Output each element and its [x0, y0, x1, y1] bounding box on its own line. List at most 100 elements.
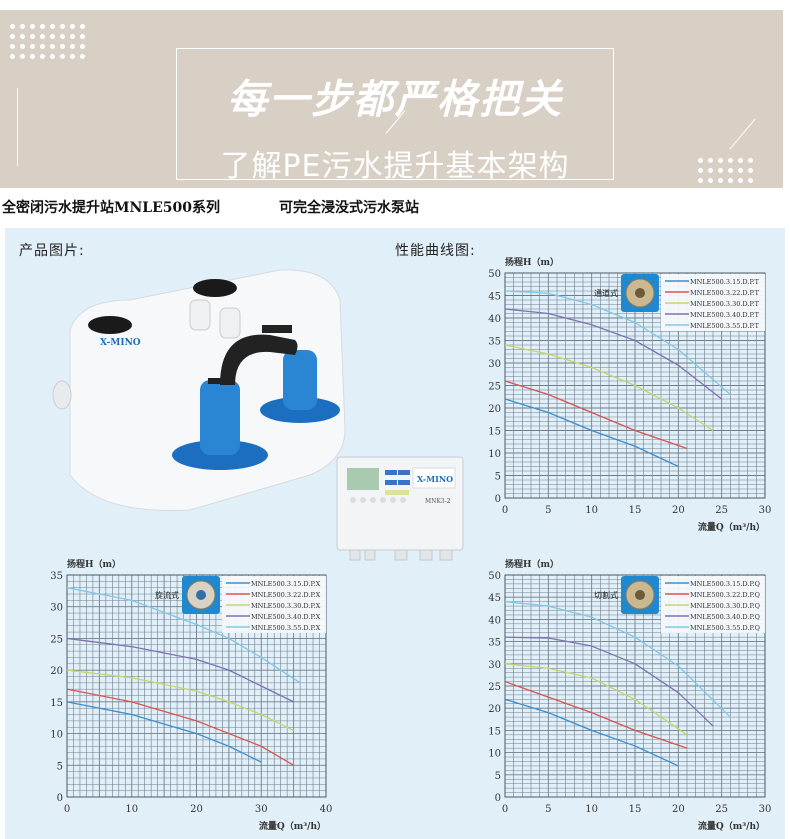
y-tick-label: 5: [495, 472, 501, 483]
dot: [20, 34, 25, 39]
dot: [748, 158, 753, 163]
x-tick-label: 10: [585, 505, 598, 516]
dot: [60, 54, 65, 59]
banner: 每一步都严格把关 了解PE污水提升基本架构: [0, 10, 783, 188]
impeller-type-label: 通道式: [594, 288, 618, 298]
y-tick-label: 15: [50, 698, 63, 709]
x-tick-label: 15: [629, 804, 642, 815]
product-image-label: 产品图片:: [19, 243, 85, 259]
dot: [40, 24, 45, 29]
x-tick-label: 0: [502, 804, 508, 815]
legend-label: MNLE500.3.22.D.P.X: [251, 591, 321, 599]
banner-subtitle: 了解PE污水提升基本架构: [220, 149, 570, 184]
dot: [50, 34, 55, 39]
series-line-MNLE500.3.22.D.P.X: [66, 688, 294, 766]
dot: [728, 168, 733, 173]
controller-model: MNK3-2: [425, 498, 451, 505]
legend-label: MNLE500.3.22.D.P.T: [690, 289, 760, 297]
series-line-MNLE500.3.15.D.P.X: [66, 701, 262, 763]
dot: [80, 24, 85, 29]
dot: [50, 44, 55, 49]
series-line-MNLE500.3.15.D.P.Q: [504, 698, 679, 767]
x-tick-label: 40: [320, 804, 333, 815]
dot: [10, 54, 15, 59]
y-axis-label: 扬程H（m）: [505, 558, 559, 570]
y-tick-label: 20: [50, 666, 63, 677]
series-line-MNLE500.3.40.D.P.X: [66, 637, 294, 703]
x-tick-label: 10: [125, 804, 138, 815]
impeller-hub: [196, 590, 206, 600]
dot: [728, 178, 733, 183]
series-line-MNLE500.3.55.D.P.X: [66, 587, 301, 684]
y-tick-label: 35: [488, 638, 501, 649]
decorative-slash: [729, 118, 756, 150]
legend-label: MNLE500.3.40.D.P.Q: [690, 613, 760, 621]
dot-pattern-bottom-right: [698, 158, 753, 183]
y-axis-label: 扬程H（m）: [505, 256, 559, 268]
performance-chart-cutter: 0 5 10 15 20 25 30 0 5 10 15 20 25 30 35 40 45 50 扬程H（m） 流量…: [488, 558, 772, 832]
dot: [30, 34, 35, 39]
dot: [70, 44, 75, 49]
dot: [50, 24, 55, 29]
series-line-MNLE500.3.15.D.P.T: [504, 398, 679, 468]
legend: MNLE500.3.15.D.P.X MNLE500.3.22.D.P.X MNLE…: [222, 576, 326, 633]
plot-frame: [504, 272, 766, 499]
y-tick-label: 0: [57, 793, 63, 804]
dot: [698, 168, 703, 173]
dot: [718, 158, 723, 163]
x-tick-label: 30: [255, 804, 268, 815]
dot: [10, 34, 15, 39]
y-tick-label: 30: [488, 660, 501, 671]
x-tick-label: 5: [545, 804, 551, 815]
banner-title: 每一步都严格把关: [227, 77, 563, 123]
dot: [30, 44, 35, 49]
dot: [50, 54, 55, 59]
y-tick-label: 25: [488, 682, 501, 693]
y-tick-label: 10: [50, 730, 63, 741]
x-tick-label: 25: [715, 804, 728, 815]
control-box: X-MINO MNK3-2: [336, 456, 464, 561]
x-tick-label: 30: [759, 804, 772, 815]
y-tick-label: 15: [488, 427, 501, 438]
dot: [70, 34, 75, 39]
dot: [708, 158, 713, 163]
decorative-line: [17, 88, 18, 166]
dot: [738, 158, 743, 163]
y-tick-label: 45: [488, 593, 501, 604]
legend-label: MNLE500.3.15.D.P.T: [690, 278, 760, 286]
dot: [698, 178, 703, 183]
dot: [708, 168, 713, 173]
y-tick-label: 30: [50, 603, 63, 614]
banner-frame: 每一步都严格把关 了解PE污水提升基本架构: [176, 48, 614, 184]
dot: [80, 44, 85, 49]
dot: [20, 54, 25, 59]
dot: [718, 168, 723, 173]
x-tick-label: 0: [502, 505, 508, 516]
y-tick-label: 45: [488, 292, 501, 303]
legend-label: MNLE500.3.55.D.P.T: [690, 322, 760, 330]
dot: [80, 54, 85, 59]
x-tick-label: 25: [715, 505, 728, 516]
y-tick-label: 10: [488, 449, 501, 460]
y-tick-label: 50: [488, 571, 501, 582]
dot: [80, 34, 85, 39]
legend: MNLE500.3.15.D.P.Q MNLE500.3.22.D.P.Q MNLE…: [661, 576, 765, 633]
legend-label: MNLE500.3.30.D.P.T: [690, 300, 760, 308]
x-axis-label: 流量Q（m³/h）: [259, 820, 326, 832]
dot: [698, 158, 703, 163]
performance-chart-channel: 0 5 10 15 20 25 30 0 5 10 15 20 25 30 35 40 45 50 扬程H（m） 流量…: [488, 256, 771, 533]
plot-frame: [66, 574, 327, 798]
x-tick-label: 0: [64, 804, 70, 815]
y-tick-label: 25: [488, 382, 501, 393]
x-tick-label: 20: [190, 804, 203, 815]
legend-label: MNLE500.3.30.D.P.X: [251, 602, 321, 610]
impeller-type-label: 旋流式: [155, 590, 179, 600]
y-tick-label: 0: [495, 494, 501, 505]
dot: [30, 24, 35, 29]
series-line-MNLE500.3.22.D.P.T: [504, 380, 688, 450]
y-tick-label: 30: [488, 359, 501, 370]
brand-logo: X-MINO: [100, 338, 141, 348]
y-tick-label: 20: [488, 404, 501, 415]
y-tick-label: 5: [495, 771, 501, 782]
legend-label: MNLE500.3.40.D.P.T: [690, 311, 760, 319]
